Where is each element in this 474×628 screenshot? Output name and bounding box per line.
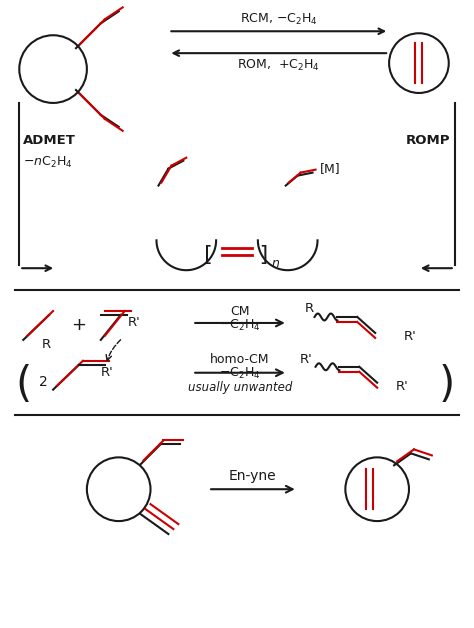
Text: [M]: [M]	[319, 162, 340, 175]
Text: $-$C$_2$H$_4$: $-$C$_2$H$_4$	[219, 317, 261, 332]
Text: R: R	[42, 338, 51, 351]
Text: R': R'	[101, 366, 114, 379]
Text: ]: ]	[257, 246, 271, 265]
Text: CM: CM	[230, 305, 250, 318]
Text: n: n	[272, 257, 280, 269]
Text: RCM, $-$C$_2$H$_4$: RCM, $-$C$_2$H$_4$	[240, 12, 318, 27]
Text: usually unwanted: usually unwanted	[188, 381, 292, 394]
Text: ): )	[438, 364, 455, 406]
Text: ADMET: ADMET	[23, 134, 76, 148]
Text: $-n$C$_2$H$_4$: $-n$C$_2$H$_4$	[23, 155, 73, 170]
Text: [: [	[201, 246, 215, 265]
Text: R': R'	[300, 354, 312, 366]
Text: $-$C$_2$H$_4$: $-$C$_2$H$_4$	[219, 366, 261, 381]
Text: R': R'	[404, 330, 417, 344]
Text: ROM,  $+$C$_2$H$_4$: ROM, $+$C$_2$H$_4$	[237, 58, 320, 73]
Text: +: +	[72, 316, 86, 334]
Text: ROMP: ROMP	[406, 134, 451, 148]
Text: homo-CM: homo-CM	[210, 354, 270, 366]
Text: 2: 2	[39, 375, 47, 389]
Text: R': R'	[128, 317, 140, 330]
Text: En-yne: En-yne	[229, 469, 277, 484]
Text: R': R'	[396, 380, 409, 393]
Text: R: R	[305, 301, 314, 315]
Text: (: (	[15, 364, 31, 406]
